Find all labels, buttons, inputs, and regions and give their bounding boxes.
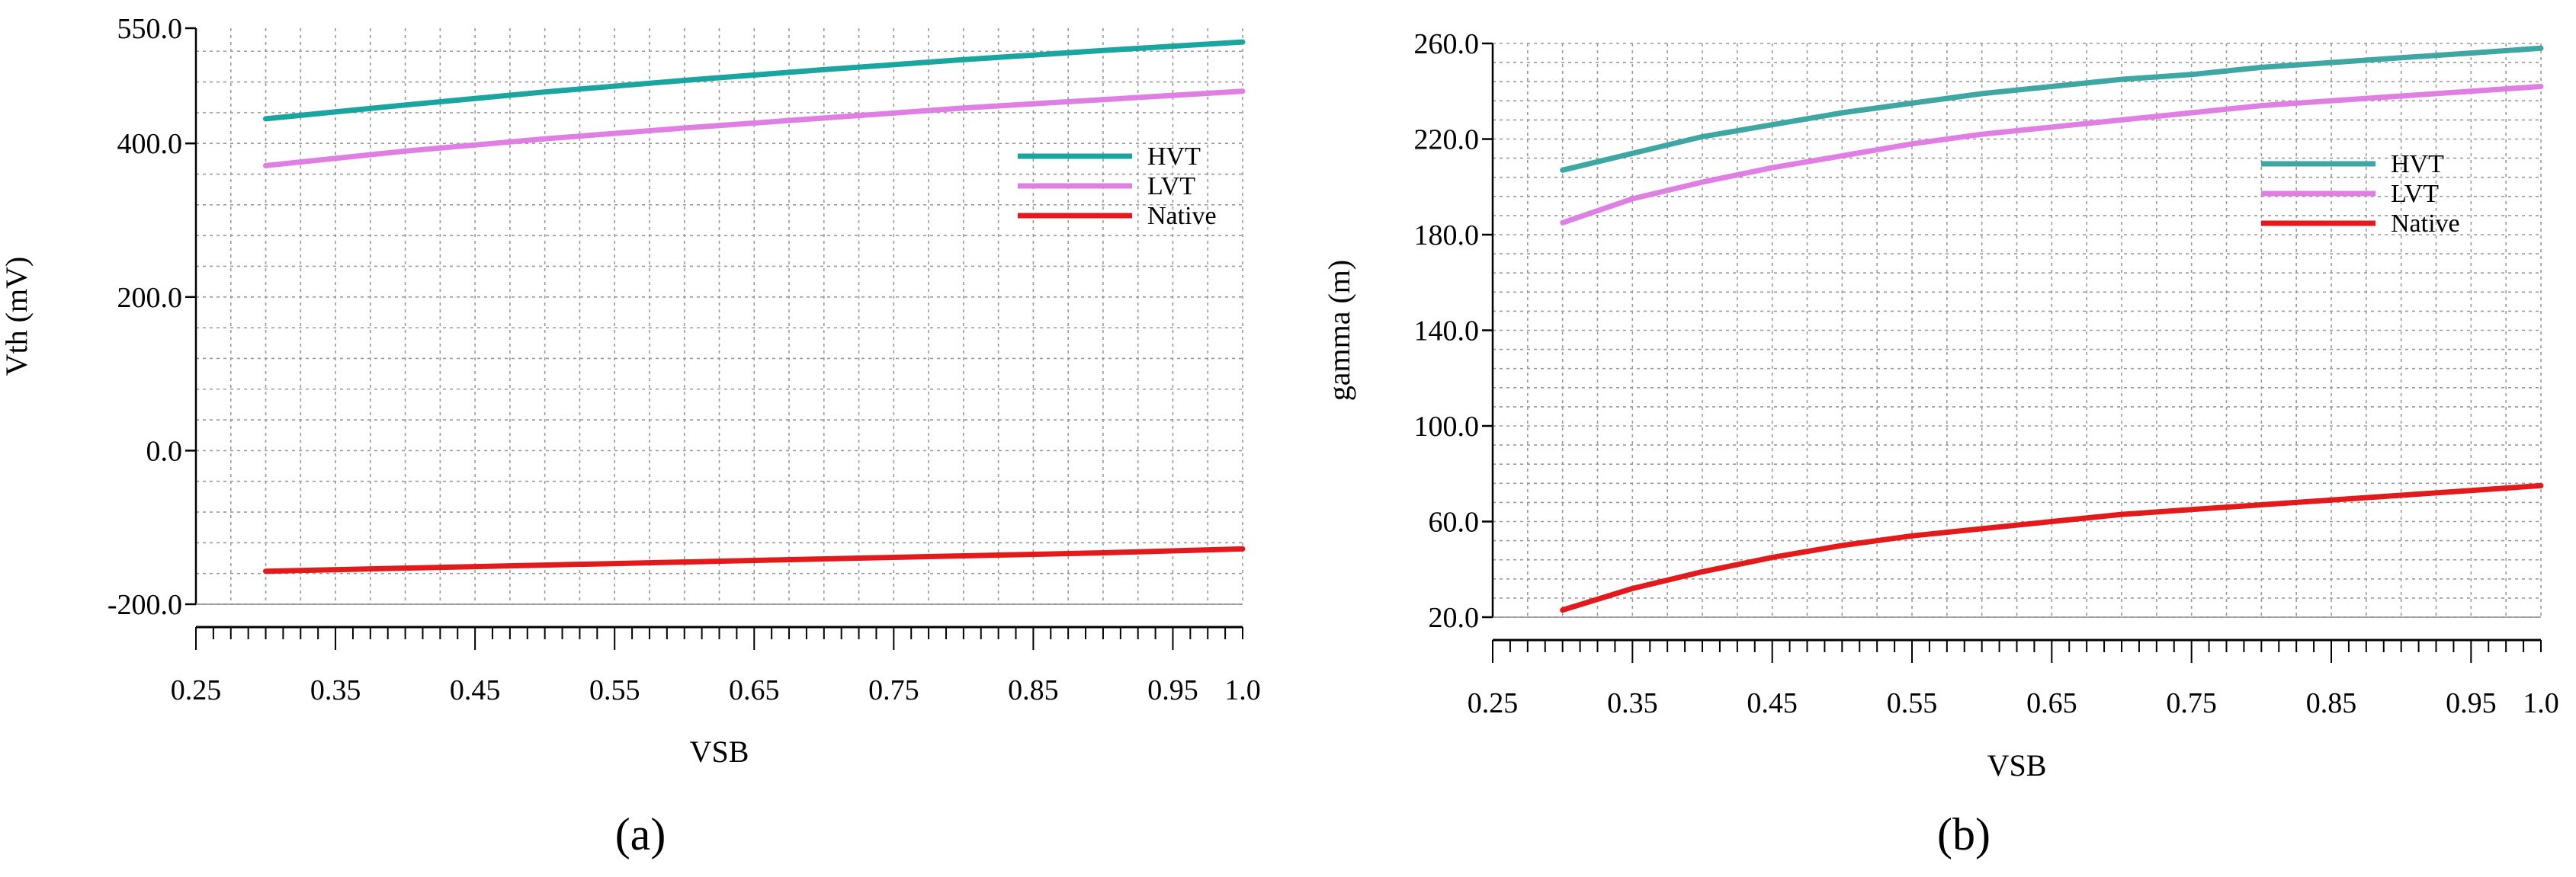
x-tick-label: 0.45 xyxy=(450,674,501,706)
legend-label-native: Native xyxy=(2391,210,2460,238)
x-tick-label: 1.0 xyxy=(2523,687,2559,719)
legend-label-hvt: HVT xyxy=(1147,142,1201,171)
y-tick-label: 260.0 xyxy=(1414,28,1480,60)
y-tick-label: 0.0 xyxy=(146,435,183,467)
x-tick-label: 0.45 xyxy=(1747,687,1798,719)
grid xyxy=(195,28,1243,605)
x-axis-label: VSB xyxy=(1987,748,2047,783)
chart-caption: (b) xyxy=(1937,809,1991,859)
chart-b: 20.0 60.0 100.0 140.0 180.0 220.0 260.0 0.25 0.3… xyxy=(1322,28,2559,859)
legend-label-hvt: HVT xyxy=(2391,150,2444,178)
chart-caption: (a) xyxy=(615,809,666,859)
y-tick-label: 550.0 xyxy=(117,13,183,45)
x-tick-label: 0.65 xyxy=(729,674,780,706)
grid xyxy=(1492,43,2542,618)
series-line-lvt xyxy=(1560,84,2544,226)
y-tick-label: -200.0 xyxy=(107,589,182,621)
y-tick-label: 220.0 xyxy=(1414,124,1480,156)
x-tick-label: 0.25 xyxy=(171,674,222,706)
x-tick-label: 0.35 xyxy=(1607,687,1658,719)
y-tick-label: 100.0 xyxy=(1414,411,1480,443)
y-tick-label: 20.0 xyxy=(1429,602,1480,634)
x-tick-label: 0.85 xyxy=(2306,687,2357,719)
x-tick-label: 0.95 xyxy=(2446,687,2497,719)
x-tick-label: 0.95 xyxy=(1147,674,1198,706)
x-tick-label: 0.25 xyxy=(1468,687,1519,719)
x-axis-label: VSB xyxy=(690,735,749,769)
series-line-lvt xyxy=(263,88,1246,168)
y-tick-label: 400.0 xyxy=(117,128,183,160)
x-tick-label: 0.65 xyxy=(2026,687,2077,719)
x-tick-label: 1.0 xyxy=(1224,674,1261,706)
legend-label-lvt: LVT xyxy=(1147,172,1195,200)
series-line-native xyxy=(1560,482,2544,613)
legend-label-lvt: LVT xyxy=(2391,180,2439,208)
y-tick-label: 60.0 xyxy=(1429,507,1480,539)
y-tick-label: 140.0 xyxy=(1414,315,1480,347)
series-line-native xyxy=(263,546,1246,575)
y-axis-label: gamma (m) xyxy=(1322,260,1356,402)
y-tick-label: 200.0 xyxy=(117,282,183,314)
y-axis-label: Vth (mV) xyxy=(0,257,34,376)
legend-label-native: Native xyxy=(1147,202,1217,230)
x-tick-label: 0.35 xyxy=(310,674,361,706)
x-tick-label: 0.75 xyxy=(868,674,919,706)
x-tick-label: 0.75 xyxy=(2166,687,2217,719)
x-tick-label: 0.85 xyxy=(1008,674,1059,706)
series-line-hvt xyxy=(1560,45,2544,173)
chart-a: -200.0 0.0 200.0 400.0 550.0 0.25 0.35 0.45 0.55… xyxy=(0,13,1261,859)
series-line-hvt xyxy=(263,39,1246,122)
x-tick-label: 0.55 xyxy=(1887,687,1938,719)
x-tick-label: 0.55 xyxy=(589,674,640,706)
y-tick-label: 180.0 xyxy=(1414,219,1480,251)
